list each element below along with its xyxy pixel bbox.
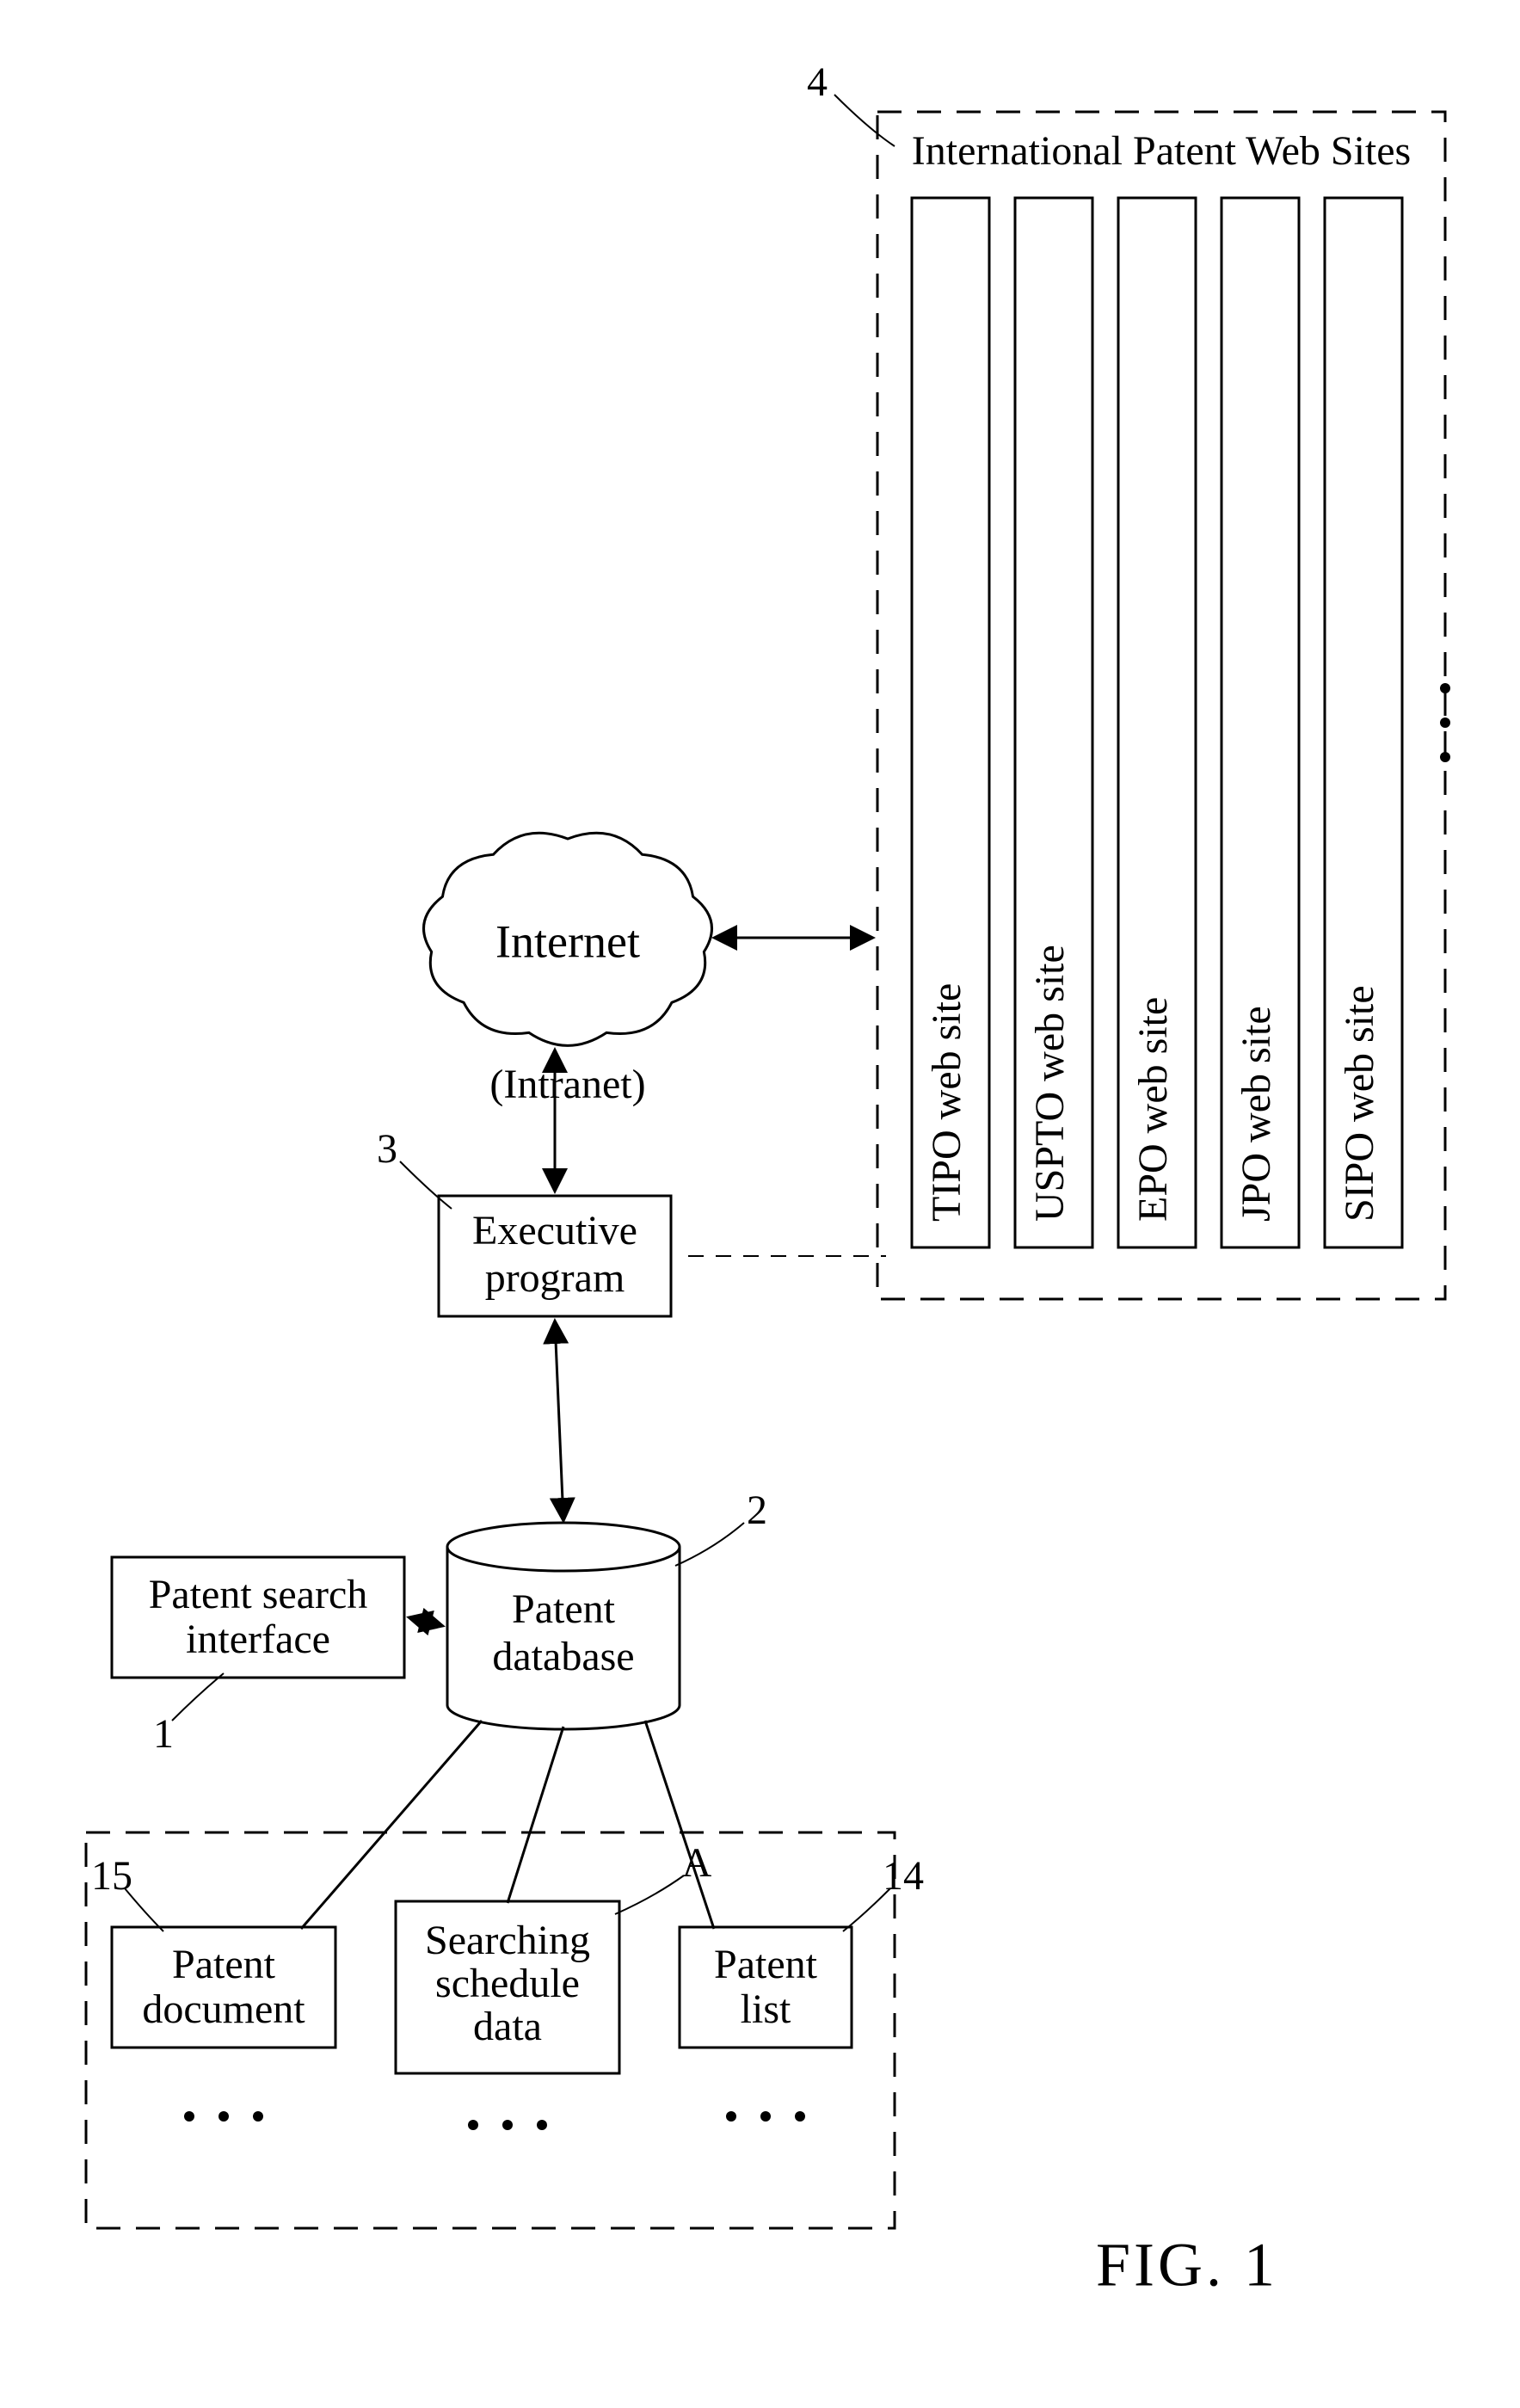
svg-text:FIG. 1: FIG. 1 bbox=[1096, 2231, 1278, 2300]
svg-text:International Patent Web Sites: International Patent Web Sites bbox=[912, 128, 1411, 174]
svg-text:15: 15 bbox=[91, 1853, 132, 1899]
svg-text:14: 14 bbox=[883, 1853, 924, 1899]
svg-text:2: 2 bbox=[747, 1487, 767, 1533]
svg-text:TIPO web site: TIPO web site bbox=[924, 983, 969, 1222]
svg-text:list: list bbox=[741, 1986, 791, 2032]
svg-text:Executive: Executive bbox=[472, 1208, 637, 1253]
svg-text:database: database bbox=[492, 1634, 634, 1679]
patent-system-diagram: International Patent Web Sites 4 TIPO web … bbox=[0, 0, 1520, 2408]
svg-text:JPO web site: JPO web site bbox=[1234, 1006, 1279, 1222]
svg-text:1: 1 bbox=[153, 1711, 174, 1757]
svg-text:program: program bbox=[485, 1255, 625, 1301]
svg-text:3: 3 bbox=[377, 1126, 397, 1172]
svg-text:EPO web site: EPO web site bbox=[1130, 997, 1176, 1222]
svg-text:schedule: schedule bbox=[435, 1961, 580, 2006]
svg-text:Internet: Internet bbox=[495, 915, 640, 967]
svg-text:data: data bbox=[473, 2004, 542, 2049]
svg-text:(Intranet): (Intranet) bbox=[489, 1062, 645, 1107]
svg-text:interface: interface bbox=[186, 1617, 330, 1662]
svg-text:Searching: Searching bbox=[425, 1918, 590, 1963]
svg-text:Patent: Patent bbox=[512, 1586, 616, 1632]
svg-text:SIPO web site: SIPO web site bbox=[1337, 985, 1382, 1222]
svg-text:document: document bbox=[142, 1986, 305, 2032]
svg-text:4: 4 bbox=[807, 59, 828, 105]
svg-text:Patent: Patent bbox=[714, 1942, 818, 1987]
svg-text:Patent: Patent bbox=[172, 1942, 276, 1987]
svg-text:USPTO web site: USPTO web site bbox=[1027, 945, 1073, 1222]
svg-text:Patent search: Patent search bbox=[149, 1572, 368, 1617]
